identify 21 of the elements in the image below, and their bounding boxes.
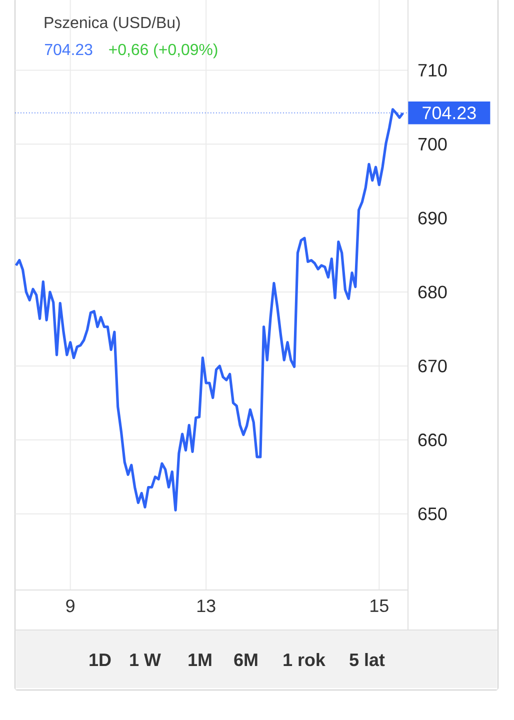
x-tick-label: 9 xyxy=(66,600,74,612)
y-tick-label: 710 xyxy=(418,64,447,77)
annotation: +0,66 (+0,09%) xyxy=(109,43,218,58)
y-tick-label: 700 xyxy=(418,138,447,151)
ref-line-label: 704.23 xyxy=(422,106,476,120)
text: 1 rok xyxy=(284,653,326,666)
y-tick-label: 660 xyxy=(418,434,447,446)
text: 1M xyxy=(188,654,212,666)
x-tick-label: 15 xyxy=(370,600,388,612)
text: 1 W xyxy=(130,654,161,666)
x-tick-label: 13 xyxy=(197,600,216,612)
y-tick-label: 690 xyxy=(418,212,447,224)
y-tick-label: 680 xyxy=(418,286,447,298)
line-series xyxy=(14,108,404,512)
text: 5 lat xyxy=(350,653,385,666)
text: 6M xyxy=(234,653,258,666)
y-tick-label: 650 xyxy=(418,507,447,520)
text: 704.23 xyxy=(45,44,92,56)
text: 1D xyxy=(90,654,111,666)
y-tick-label: 670 xyxy=(418,360,447,372)
text: Pszenica (USD/Bu) xyxy=(44,16,180,32)
